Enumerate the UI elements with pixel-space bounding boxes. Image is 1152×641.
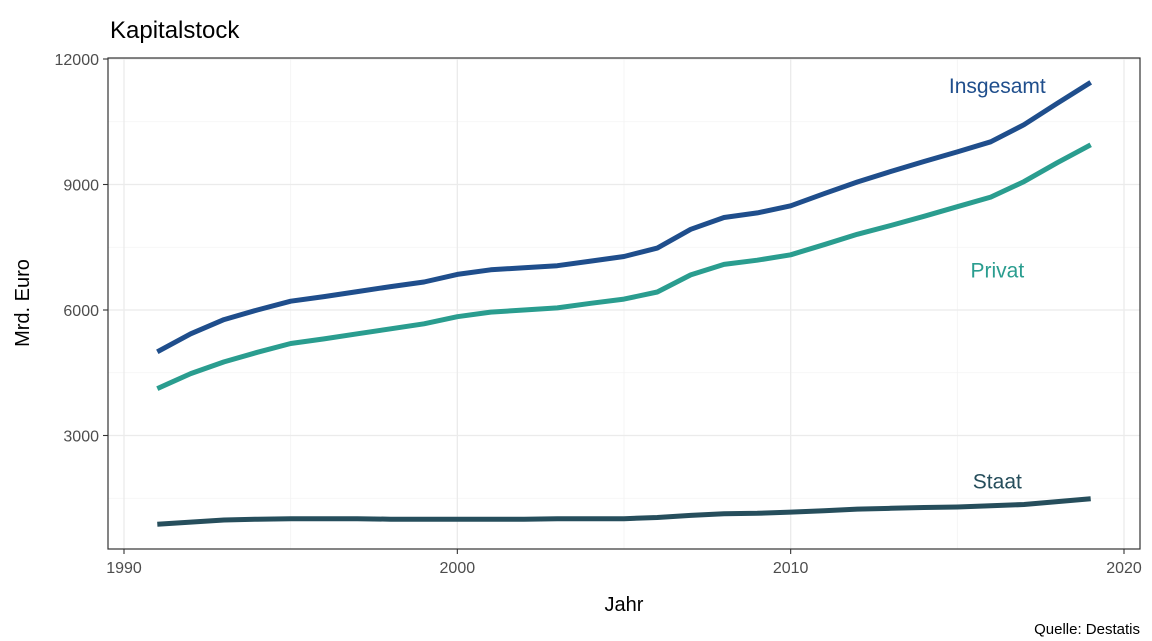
x-axis-title: Jahr	[605, 594, 644, 616]
y-tick-label: 6000	[63, 303, 99, 320]
grid	[108, 58, 1140, 549]
series-label-insgesamt: Insgesamt	[949, 75, 1046, 98]
y-tick-label: 3000	[63, 429, 99, 446]
series-line-privat	[156, 142, 1092, 391]
y-tick-label: 12000	[55, 52, 100, 69]
source-caption: Quelle: Destatis	[1034, 621, 1140, 638]
x-tick-label: 2010	[773, 560, 809, 577]
series-labels: Insgesamt Privat Staat	[949, 75, 1046, 493]
series-label-staat: Staat	[973, 471, 1022, 494]
series-label-privat: Privat	[970, 259, 1024, 282]
series-line-staat	[157, 496, 1091, 527]
x-tick-label: 1990	[106, 560, 142, 577]
axes: 1990 2000 2010 2020 3000 6000 9000 12000	[55, 52, 1142, 577]
series-lines	[156, 80, 1093, 527]
x-tick-label: 2000	[440, 560, 476, 577]
chart-title: Kapitalstock	[110, 17, 240, 44]
y-axis-title: Mrd. Euro	[12, 259, 34, 347]
y-tick-label: 9000	[63, 178, 99, 195]
x-tick-label: 2020	[1106, 560, 1142, 577]
panel-border	[107, 57, 1141, 550]
series-line-insgesamt	[156, 80, 1093, 355]
